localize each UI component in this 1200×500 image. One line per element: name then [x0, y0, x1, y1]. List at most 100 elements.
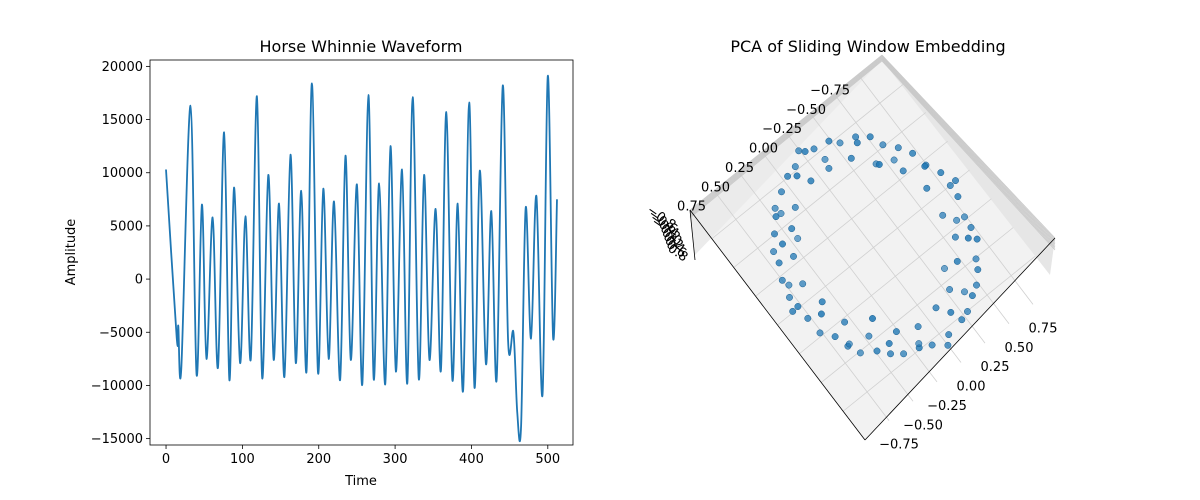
waveform-y-axis-label: Amplitude	[64, 219, 79, 286]
pca-x-tick-label: 0.75	[1029, 321, 1058, 336]
pca-scatter-point	[866, 133, 874, 141]
pca-y-axis-line	[689, 209, 866, 441]
pca-scatter-point	[973, 281, 980, 289]
pca-scatter-point	[892, 328, 900, 336]
pca-wall-line	[881, 60, 1056, 249]
pca-scatter-point	[845, 340, 853, 348]
pca-y-tick-label: 0.25	[725, 161, 754, 176]
pca-scatter-point	[825, 137, 833, 145]
waveform-y-tick-label: −5000	[99, 326, 143, 341]
pca-scatter-point	[853, 139, 861, 147]
waveform-x-tick-label: 100	[230, 452, 255, 467]
pca-scatter-point	[900, 350, 908, 358]
waveform-y-tick-label: 15000	[102, 113, 143, 128]
pca-scatter-point	[778, 276, 786, 284]
pca-wall-line	[881, 60, 1056, 251]
pca-grid	[689, 54, 1056, 421]
pca-scatter-point	[885, 340, 893, 347]
pca-y-tick-label: 0.75	[677, 200, 706, 215]
pca-scatter-point	[953, 257, 961, 265]
pca-scatter-point	[795, 147, 803, 155]
pca-wall-line	[881, 55, 1056, 240]
pca-grid-line	[799, 198, 992, 355]
pca-y-tick-label: −0.50	[786, 103, 826, 118]
waveform-x-axis: 0 100 200 300 400 500	[162, 445, 560, 467]
pca-floor-pane	[690, 55, 1055, 440]
pca-scatter-point	[841, 318, 849, 326]
pca-scatter-point	[887, 350, 894, 358]
pca-scatter-point	[771, 230, 778, 238]
waveform-x-tick-label: 0	[162, 452, 170, 467]
pca-wall-line	[689, 56, 883, 214]
pca-scatter-point	[831, 333, 839, 341]
pca-wall-line	[689, 58, 883, 216]
pca-scatter-point	[785, 281, 793, 289]
pca-scatter-point	[791, 203, 799, 211]
pca-wall-line	[689, 57, 883, 215]
pca-y-tick-label: 0.00	[749, 142, 778, 157]
pca-scatter-point	[974, 266, 982, 274]
pca-scatter-point	[789, 307, 797, 315]
pca-grid-line	[842, 255, 1036, 412]
pca-wall-line	[689, 60, 883, 219]
waveform-x-tick-label: 500	[535, 452, 560, 467]
pca-scatter-point	[804, 314, 812, 322]
pca-scatter-point	[875, 161, 883, 168]
pca-scatter-point	[914, 323, 922, 331]
pca-scatter-point	[817, 310, 825, 318]
waveform-chart: Horse Whinnie Waveform 0 100 200 300 400 500 …	[64, 37, 574, 489]
pca-scatter-point	[909, 149, 917, 157]
pca-grid-line	[820, 227, 1014, 383]
pca-scatter-point	[836, 139, 844, 147]
pca-wall-line	[881, 56, 1056, 242]
pca-scatter-point	[807, 177, 815, 185]
waveform-series-line	[165, 75, 558, 443]
pca-x-tick-label: −0.25	[927, 399, 967, 414]
waveform-x-tick-label: 300	[383, 452, 408, 467]
pca-scatter-point	[928, 341, 936, 349]
pca-scatter-point	[816, 329, 824, 337]
pca-scatter-point	[810, 145, 818, 153]
pca-scatter-point	[899, 167, 907, 175]
pca-scatter-point	[951, 233, 959, 241]
waveform-y-axis: −15000 −10000 −5000 0 5000 10000 15000 20000	[91, 60, 150, 447]
pca-wall-line	[689, 59, 883, 217]
pca-scatter-point	[794, 235, 802, 242]
pca-scatter-point	[921, 162, 929, 170]
pca-wall-line	[881, 57, 1056, 245]
pca-scatter-point	[939, 211, 947, 219]
waveform-x-tick-label: 200	[306, 452, 331, 467]
pca-scatter-point	[967, 224, 975, 231]
pca-scatter-point	[873, 347, 881, 355]
pca-scatter-point	[954, 193, 962, 201]
pca-grid-line	[809, 112, 986, 344]
pca-scatter-point	[771, 204, 779, 212]
pca-scatter-point	[879, 141, 887, 149]
pca-x-tick-label: 0.00	[957, 380, 986, 395]
pca-left-pane	[690, 55, 882, 255]
pca-scatter-point	[958, 316, 966, 324]
pca-wall-line	[689, 59, 883, 218]
pca-x-tick-label: −0.50	[903, 418, 943, 433]
pca-scatter-point	[947, 308, 955, 316]
pca-scatter-point	[944, 341, 952, 349]
pca-grid-line	[857, 74, 1034, 305]
pca-x-axis-line	[864, 237, 1056, 441]
waveform-y-tick-label: 10000	[102, 166, 143, 181]
pca-scatter-point	[778, 188, 785, 196]
waveform-y-tick-label: 20000	[102, 60, 143, 75]
pca-z-axis-line	[689, 209, 696, 261]
pca-scatter-point	[818, 298, 826, 306]
pca-scatter-point	[791, 163, 799, 171]
waveform-y-tick-label: 0	[135, 273, 143, 288]
pca-wall-line	[881, 57, 1056, 243]
pca-scatter-point	[794, 303, 802, 310]
pca-scatter-point	[869, 315, 876, 322]
pca-x-tick-label: 0.25	[981, 360, 1010, 375]
pca-scatter-point	[821, 155, 829, 163]
pca-scatter-point	[786, 293, 793, 301]
pca-scatter-point	[890, 156, 898, 164]
pca-wall-line	[881, 58, 1056, 246]
pca-scatter-point	[964, 234, 972, 242]
pca-scatter-point	[953, 216, 961, 224]
